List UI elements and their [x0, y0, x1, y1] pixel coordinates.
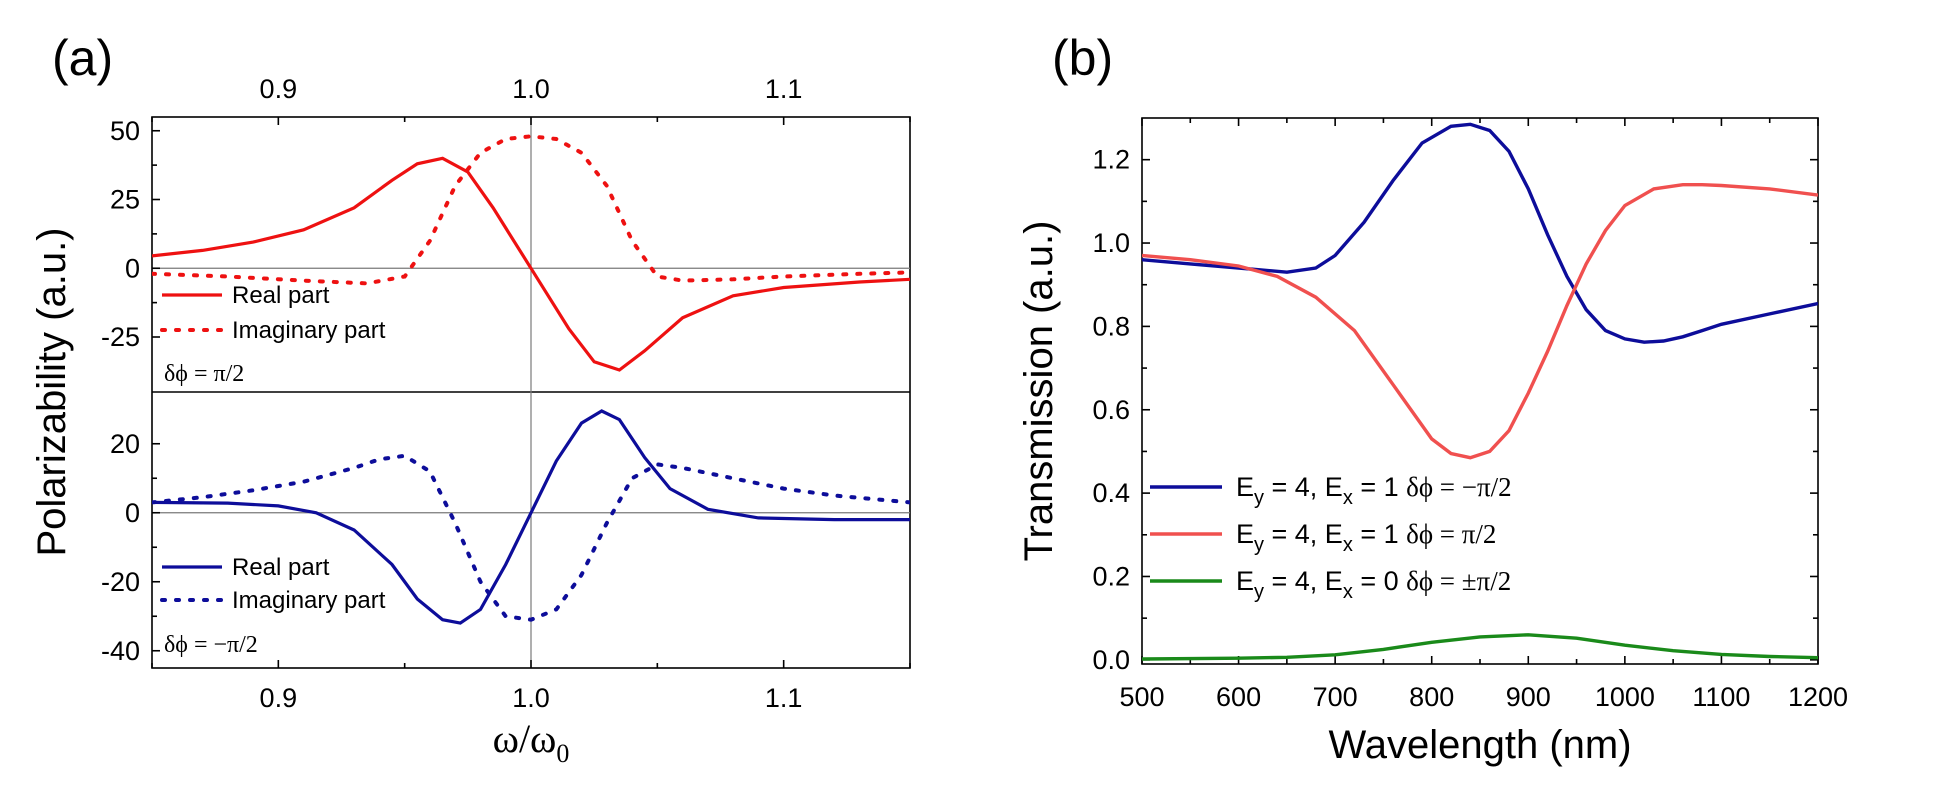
- series-line-a-bottom-real: [152, 409, 910, 625]
- y-tick-label: 1.2: [1092, 145, 1130, 175]
- y-axis-title-a: Polarizability (a.u.): [30, 227, 74, 556]
- legend-label-b: Ey = 4, Ex = 1 δϕ = −π/2: [1236, 472, 1512, 509]
- y-tick-label: 0.4: [1092, 478, 1130, 508]
- series-line-a-top-imaginary: [152, 134, 910, 286]
- series-line-b-0: [1142, 122, 1818, 344]
- subplot-a-top: 50 25 0 -25 Real part Imaginary part δϕ = π/2: [101, 116, 910, 387]
- legend-label: Real part: [232, 554, 330, 581]
- x-tick-label: 1200: [1788, 682, 1848, 712]
- y-tick-label: 0: [125, 253, 140, 283]
- x-tick-label: 900: [1506, 682, 1551, 712]
- legend-label: Real part: [232, 282, 330, 309]
- y-tick-label: 0.2: [1092, 561, 1130, 591]
- subplot-a-bottom: 20 0 -20 -40 Real part Imaginary part δϕ = −π/…: [101, 409, 910, 666]
- panel-label-a: (a): [52, 30, 113, 86]
- legend-label: Imaginary part: [232, 317, 386, 344]
- panel-b: (b) 500 600 700 800 900 1000 1100 1200 0.0 0.2 0.4 0…: [1017, 30, 1848, 767]
- phase-annotation: δϕ = −π/2: [164, 632, 258, 658]
- x-tick-label-bottom: 1.0: [512, 683, 550, 713]
- legend-label: Imaginary part: [232, 587, 386, 614]
- y-tick-label: 50: [110, 116, 140, 146]
- x-tick-label-top: 1.0: [512, 74, 550, 104]
- y-tick-label: 1.0: [1092, 228, 1130, 258]
- y-tick-label: 20: [110, 429, 140, 459]
- legend-label-b: Ey = 4, Ex = 1 δϕ = π/2: [1236, 519, 1496, 556]
- series-line-b-1: [1142, 183, 1818, 460]
- x-tick-label: 600: [1216, 682, 1261, 712]
- x-tick-label: 1100: [1692, 682, 1750, 712]
- x-tick-label-bottom: 0.9: [260, 683, 298, 713]
- y-tick-label: -25: [101, 322, 140, 352]
- x-tick-label: 1000: [1595, 682, 1655, 712]
- y-tick-label: 0: [125, 498, 140, 528]
- legend-label-b: Ey = 4, Ex = 0 δϕ = ±π/2: [1236, 566, 1511, 603]
- series-line-a-bottom-imaginary: [152, 453, 910, 622]
- panel-a: (a) 0.9 0.9 1.0 1.0 1.1 1.1 ω/ω0 Polarizability …: [30, 30, 911, 768]
- y-tick-label: 0.0: [1092, 645, 1130, 675]
- y-tick-label: -40: [101, 636, 140, 666]
- y-tick-label: -20: [101, 567, 140, 597]
- x-tick-label: 800: [1409, 682, 1454, 712]
- x-tick-label-top: 1.1: [765, 74, 803, 104]
- panel-label-b: (b): [1052, 30, 1113, 86]
- x-tick-label: 500: [1119, 682, 1164, 712]
- x-tick-label-top: 0.9: [260, 74, 298, 104]
- x-axis-title-b: Wavelength (nm): [1328, 723, 1631, 767]
- phase-annotation: δϕ = π/2: [164, 361, 244, 387]
- x-axis-title-a: ω/ω0: [493, 716, 570, 768]
- y-tick-label: 0.6: [1092, 395, 1130, 425]
- x-tick-label-bottom: 1.1: [765, 683, 803, 713]
- y-axis-title-b: Transmission (a.u.): [1017, 221, 1061, 562]
- x-tick-label: 700: [1313, 682, 1358, 712]
- series-line-b-2: [1142, 633, 1818, 661]
- series-line-a-top-real: [152, 156, 910, 372]
- y-tick-label: 25: [110, 185, 140, 215]
- y-tick-label: 0.8: [1092, 311, 1130, 341]
